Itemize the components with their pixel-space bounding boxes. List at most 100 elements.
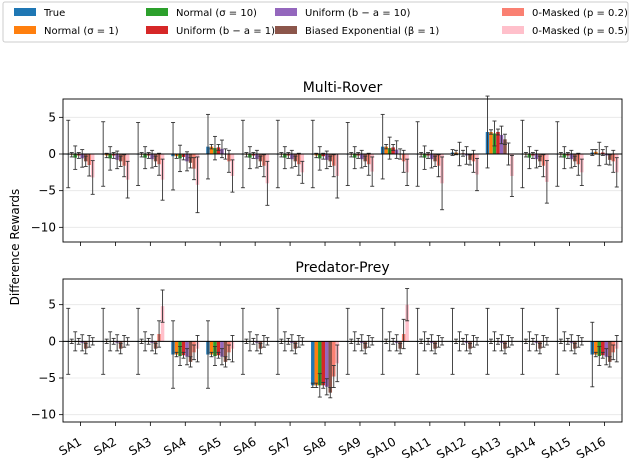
legend-label-uniform-b-a-1: Uniform (b − a = 1)	[176, 26, 275, 37]
error-bar-normal-1-sa9	[349, 152, 354, 158]
error-bar-0-masked-p-0-2-sa4	[192, 157, 197, 181]
error-bar-0-masked-p-0-5-sa8	[335, 344, 340, 383]
x-tick-label-sa11: SA11	[399, 434, 433, 458]
error-bar-true-sa4	[171, 122, 176, 191]
error-bar-biased-exponential-1-sa4	[188, 157, 193, 169]
x-tick-label-sa9: SA9	[336, 434, 364, 458]
y-tick-label: −5	[38, 371, 56, 385]
legend-label-0-masked-p-0-2: 0-Masked (p = 0.2)	[532, 8, 628, 19]
legend-swatch-normal-10	[146, 8, 168, 16]
error-bar-normal-1-sa4	[174, 351, 179, 358]
error-bar-biased-exponential-1-sa4	[188, 356, 193, 368]
legend-swatch-biased-exponential-1	[275, 26, 297, 34]
error-bar-0-masked-p-0-2-sa16	[611, 344, 616, 361]
error-bar-normal-10-sa10	[387, 136, 392, 160]
error-bar-uniform-b-a-10-sa15	[569, 334, 574, 352]
error-bar-uniform-b-a-1-sa15	[565, 152, 570, 159]
x-tick-label-sa12: SA12	[434, 434, 468, 458]
y-axis-label: Difference Rewards	[8, 189, 22, 306]
error-bar-normal-1-sa1	[69, 152, 74, 158]
error-bar-biased-exponential-1-sa9	[363, 343, 368, 355]
error-bar-uniform-b-a-10-sa4	[185, 151, 190, 172]
error-bar-0-masked-p-0-5-sa4	[195, 156, 200, 214]
x-tick-label-sa14: SA14	[504, 434, 538, 458]
error-bar-true-sa5	[205, 113, 210, 180]
error-bar-uniform-b-a-10-sa4	[185, 348, 190, 366]
bar-normal-1-sa16	[594, 341, 598, 355]
error-bar-normal-10-sa1	[73, 145, 78, 170]
bar-normal-1-sa4	[174, 341, 179, 355]
error-bar-uniform-b-a-1-sa9	[356, 152, 361, 159]
error-bar-normal-10-sa3	[143, 146, 148, 170]
legend-swatch-normal-1	[14, 26, 36, 34]
error-bar-biased-exponential-1-sa13	[502, 343, 507, 355]
error-bar-uniform-b-a-1-sa10	[391, 144, 396, 151]
error-bar-0-masked-p-0-5-sa14	[544, 160, 549, 204]
error-bar-0-masked-p-0-5-sa9	[370, 156, 375, 187]
error-bar-uniform-b-a-1-sa7	[286, 152, 291, 159]
error-bar-true-sa4	[171, 320, 176, 389]
error-bar-0-masked-p-0-5-sa1	[90, 160, 95, 195]
error-bar-uniform-b-a-10-sa12	[464, 146, 469, 165]
error-bar-0-masked-p-0-5-sa15	[579, 158, 584, 186]
error-bar-normal-1-sa5	[209, 144, 214, 150]
error-bar-uniform-b-a-10-sa13	[499, 125, 504, 145]
error-bar-0-masked-p-0-2-sa14	[541, 154, 546, 178]
x-tick-label-sa3: SA3	[126, 434, 154, 458]
error-bar-uniform-b-a-1-sa12	[461, 149, 466, 157]
error-bar-true-sa5	[205, 320, 210, 389]
bar-true-sa8	[311, 341, 315, 386]
error-bar-0-masked-p-0-2-sa10	[401, 318, 406, 350]
error-bar-uniform-b-a-10-sa3	[150, 334, 155, 352]
error-bar-biased-exponential-1-sa2	[118, 155, 123, 167]
bar-uniform-b-a-1-sa8	[321, 341, 326, 386]
error-bar-0-masked-p-0-5-sa6	[265, 160, 270, 206]
x-tick-label-sa15: SA15	[539, 434, 573, 458]
error-bar-0-masked-p-0-2-sa3	[157, 152, 162, 176]
error-bar-normal-10-sa2	[108, 146, 113, 171]
error-bar-uniform-b-a-1-sa16	[600, 351, 605, 359]
bar-biased-exponential-1-sa5	[223, 341, 228, 362]
error-bar-uniform-b-a-10-sa14	[534, 334, 539, 352]
error-bar-uniform-b-a-10-sa13	[499, 334, 504, 352]
error-bar-uniform-b-a-1-sa5	[216, 351, 221, 359]
error-bar-uniform-b-a-1-sa13	[495, 128, 500, 136]
x-tick-label-sa5: SA5	[196, 434, 224, 458]
axes-frame	[62, 98, 623, 243]
bar-biased-exponential-1-sa16	[608, 341, 612, 362]
y-tick-label: 0	[48, 334, 56, 348]
legend-label-biased-exponential-1: Biased Exponential (β = 1)	[305, 26, 439, 37]
error-bar-biased-exponential-1-sa11	[433, 155, 438, 167]
error-bar-normal-10-sa5	[212, 346, 217, 366]
error-bar-uniform-b-a-10-sa9	[359, 149, 364, 169]
error-bar-normal-10-sa4	[178, 346, 183, 366]
error-bar-uniform-b-a-10-sa11	[429, 149, 434, 169]
x-tick-label-sa16: SA16	[574, 434, 608, 458]
error-bar-0-masked-p-0-5-sa16	[614, 157, 619, 188]
error-bar-normal-1-sa3	[139, 152, 144, 158]
error-bar-normal-10-sa15	[562, 146, 567, 170]
error-bar-biased-exponential-1-sa12	[468, 154, 473, 166]
error-bar-normal-10-sa11	[422, 145, 427, 170]
bar-uniform-b-a-1-sa13	[496, 132, 500, 154]
bar-0-masked-p-0-2-sa8	[332, 341, 336, 377]
error-bar-uniform-b-a-10-sa1	[80, 149, 85, 168]
error-bar-uniform-b-a-1-sa16	[600, 149, 605, 156]
error-bar-normal-10-sa6	[247, 146, 252, 170]
error-bar-0-masked-p-0-5-sa10	[405, 288, 410, 322]
error-bar-0-masked-p-0-5-sa11	[440, 156, 445, 211]
error-bar-normal-1-sa15	[558, 152, 563, 158]
error-bar-uniform-b-a-1-sa6	[251, 152, 256, 159]
error-bar-0-masked-p-0-2-sa4	[192, 344, 197, 361]
error-bar-uniform-b-a-10-sa8	[324, 378, 329, 396]
error-bar-0-masked-p-0-2-sa15	[576, 152, 581, 176]
error-bar-normal-10-sa8	[317, 373, 322, 398]
error-bar-uniform-b-a-10-sa5	[219, 139, 224, 159]
error-bar-biased-exponential-1-sa6	[258, 155, 263, 167]
legend-swatch-uniform-b-a-1	[146, 26, 168, 34]
x-tick-label-sa6: SA6	[231, 434, 259, 458]
error-bar-uniform-b-a-1-sa11	[426, 152, 431, 159]
y-tick-label: 0	[48, 147, 56, 161]
x-tick-label-sa2: SA2	[91, 434, 119, 458]
error-bar-biased-exponential-1-sa1	[83, 343, 88, 355]
